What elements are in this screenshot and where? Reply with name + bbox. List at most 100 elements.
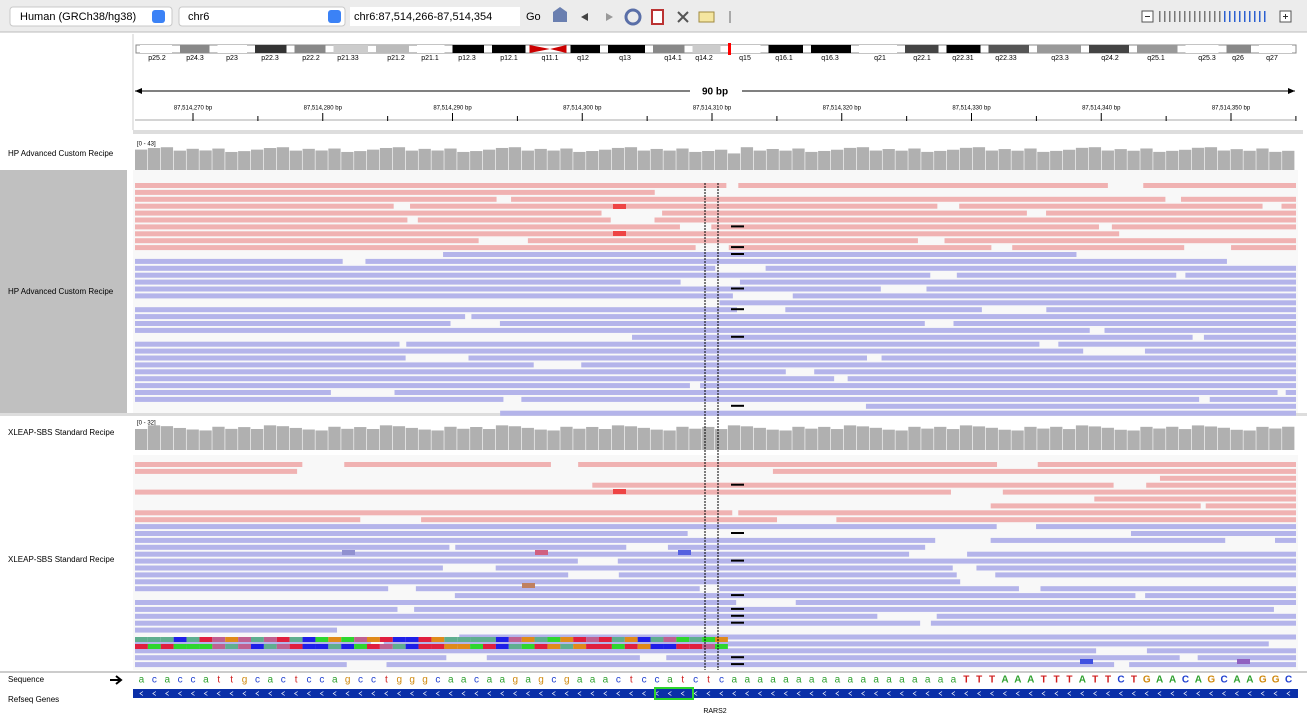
strand-chevron	[358, 691, 363, 696]
dropdown-button[interactable]	[328, 10, 341, 23]
base: a	[796, 675, 802, 686]
genome-dropdown[interactable]	[9, 6, 173, 27]
coverage-bar	[263, 148, 277, 170]
refresh-button[interactable]	[624, 8, 642, 26]
read	[135, 189, 655, 195]
band-label: q23.3	[1051, 55, 1069, 62]
roi-button[interactable]	[651, 9, 664, 25]
read	[881, 355, 1296, 361]
read	[976, 565, 1296, 571]
strand-arrow[interactable]	[110, 675, 123, 685]
mismatch	[135, 637, 148, 642]
zoom-tick	[1199, 11, 1201, 22]
coverage-bar	[212, 426, 225, 450]
read	[415, 586, 700, 592]
band-label: p25.2	[148, 55, 166, 62]
read	[667, 544, 926, 550]
go-button[interactable]: Go	[526, 11, 541, 23]
coverage-bar	[934, 426, 947, 450]
read	[1036, 524, 1296, 530]
home-button[interactable]	[553, 7, 567, 22]
divider	[133, 130, 1303, 134]
mismatch	[702, 637, 715, 642]
base: t	[630, 675, 633, 686]
strand-chevron	[861, 691, 865, 696]
mismatch	[470, 637, 483, 642]
band-label: p22.3	[261, 55, 279, 62]
read	[135, 462, 303, 467]
mismatch	[586, 637, 599, 642]
strand-chevron	[603, 691, 608, 696]
coverage-bar	[972, 147, 986, 170]
read	[953, 321, 1296, 326]
mismatch	[650, 637, 664, 642]
band-label: q13	[619, 55, 631, 62]
read	[1046, 210, 1296, 216]
zoom-tick	[1224, 11, 1226, 22]
band-label: q14.1	[664, 55, 682, 62]
coverage-bar	[1243, 430, 1256, 450]
base: c	[474, 675, 479, 686]
read	[135, 517, 361, 523]
chromosome-dropdown[interactable]	[178, 6, 346, 27]
read	[719, 300, 1296, 306]
band-label: q22.1	[913, 55, 931, 62]
coverage-bar	[328, 426, 341, 450]
coverage-bar	[1127, 430, 1140, 450]
ruler-label: 87,514,310 bp	[693, 106, 732, 112]
coverage-bar	[599, 149, 612, 170]
zoom-tick	[1209, 11, 1211, 22]
read	[135, 579, 961, 585]
resize-button[interactable]	[677, 11, 689, 23]
forward-button[interactable]	[606, 13, 613, 21]
read	[499, 321, 925, 326]
read	[471, 314, 1296, 320]
band-label: q22.33	[995, 55, 1017, 62]
read	[711, 224, 1099, 230]
read	[700, 383, 1296, 389]
coverage-bar	[895, 430, 908, 450]
genes-label: Refseq Genes	[8, 695, 59, 704]
read	[617, 558, 1296, 564]
read	[135, 321, 451, 326]
ruler-label: 87,514,330 bp	[952, 106, 991, 112]
strand-chevron	[641, 691, 646, 696]
base: a	[783, 675, 789, 686]
coverage-bar	[1127, 150, 1140, 170]
locus-input[interactable]	[350, 7, 520, 26]
base: t	[385, 675, 388, 686]
strand-chevron	[229, 691, 234, 696]
read	[1143, 183, 1296, 188]
coverage-bar	[573, 428, 586, 450]
strand-chevron	[719, 691, 724, 696]
coverage-bar	[135, 428, 148, 450]
strand-chevron	[1170, 691, 1175, 696]
popup-button[interactable]	[698, 11, 715, 23]
zoom-slider[interactable]	[1159, 11, 1266, 22]
mismatch	[573, 637, 587, 642]
strand-chevron	[964, 691, 969, 696]
coverage-bar	[766, 429, 779, 450]
zoom-tick	[1239, 11, 1241, 22]
gene-name: RARS2	[703, 708, 726, 715]
mismatch	[521, 637, 535, 642]
chromosome-label: chr6	[188, 11, 209, 23]
coverage-bar	[457, 428, 470, 450]
coverage-bar	[689, 428, 702, 450]
strand-chevron	[177, 691, 182, 696]
base: c	[307, 675, 312, 686]
base: A	[1001, 675, 1008, 686]
band-label: p21.1	[421, 55, 439, 62]
back-button[interactable]	[581, 13, 588, 21]
dropdown-button[interactable]	[152, 10, 165, 23]
coverage-bar	[1075, 425, 1089, 450]
base: C	[1117, 675, 1124, 686]
coverage-bar	[379, 425, 393, 450]
insertion	[731, 335, 744, 338]
strand-chevron	[448, 691, 453, 696]
base: a	[164, 675, 170, 686]
mismatch	[186, 644, 200, 649]
base: T	[1131, 675, 1137, 686]
coverage-bar	[779, 150, 792, 170]
strand-chevron	[268, 691, 273, 696]
